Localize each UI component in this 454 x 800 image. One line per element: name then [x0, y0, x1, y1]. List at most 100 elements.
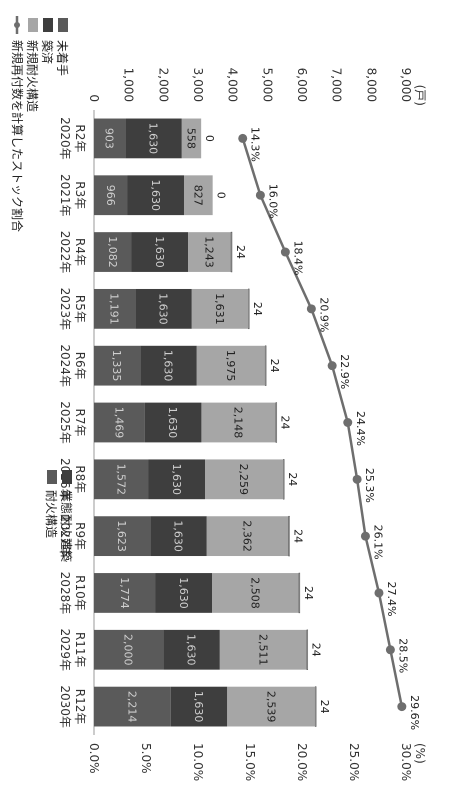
bar-segment-label: 1,630 [147, 123, 160, 155]
bar-segment-label: 2,508 [248, 577, 261, 609]
bar-segment-label: 0 [203, 135, 216, 142]
bar-segment-label: 24 [302, 586, 315, 600]
legend-point-marker [14, 22, 20, 28]
legend-swatch [28, 18, 38, 32]
bar-segment [93, 402, 145, 443]
line-point [280, 247, 290, 257]
bar-segment [298, 572, 301, 614]
bar-segment [314, 686, 317, 727]
bar-segment-label: 2,214 [125, 691, 138, 723]
right-axis-tick-label: 25.0% [347, 743, 361, 781]
bar-segment [248, 288, 250, 330]
line-point [397, 702, 407, 712]
right-axis-tick-label: 15.0% [243, 743, 257, 781]
right-axis-tick-label: 0.0% [87, 743, 101, 774]
bar-segment-label: 1,623 [115, 520, 128, 552]
right-axis-tick-label: 10.0% [191, 743, 205, 781]
bar-segment [135, 288, 192, 329]
bar-segment [170, 686, 228, 727]
legend-swatch [62, 470, 72, 484]
bar-segment [94, 516, 151, 557]
left-axis-unit: (戸) [413, 85, 427, 106]
bar-segment-label: 1,630 [157, 293, 170, 325]
category-label: R3年 [73, 181, 87, 209]
category-label: R9年 [73, 522, 87, 550]
line-point-label: 27.4% [385, 581, 398, 616]
legend-label: 業態耐火建築 [59, 490, 74, 562]
line-point [374, 588, 384, 598]
left-axis-tick-label: 6,000 [295, 68, 309, 102]
bar-segment [275, 402, 278, 443]
bar-segment [127, 175, 184, 216]
bar-segment-label: 1,630 [149, 179, 162, 211]
bar-segment-label: 1,082 [106, 236, 119, 268]
line-point [385, 645, 395, 655]
category-label: R12年 [73, 689, 87, 725]
bar-segment [188, 232, 232, 272]
bar-segment-label: 1,631 [213, 293, 226, 325]
bar-segment [150, 516, 207, 557]
bar-segment [205, 459, 284, 500]
line-point-label: 20.9% [317, 297, 330, 332]
bar-segment-label: 2,539 [264, 691, 277, 723]
bar-segment [201, 402, 276, 443]
bar-segment-label: 1,469 [112, 407, 125, 439]
line-point [306, 304, 316, 314]
line-point-label: 24.4% [354, 411, 367, 446]
legend-label: 未着手 [55, 40, 70, 76]
bar-segment-label: 1,774 [118, 577, 131, 609]
bar-segment [306, 629, 309, 670]
bar-segment [94, 686, 171, 727]
bar-segment [181, 118, 202, 159]
legend-label: 新規耐火構造 [25, 40, 40, 112]
line-point [352, 474, 362, 484]
bar-segment [144, 402, 202, 443]
bar-segment [94, 175, 128, 216]
bar-segment-label: 1,630 [185, 634, 198, 666]
bar-segment-label: 0 [215, 192, 228, 199]
category-label: R2年 [73, 124, 87, 152]
category-year-label: 2022年 [58, 231, 72, 274]
bar-segment [155, 573, 213, 613]
bar-segment [93, 288, 136, 329]
category-year-label: 2023年 [58, 288, 72, 331]
line-point [327, 361, 337, 371]
bar-segment-label: 2,000 [122, 634, 135, 666]
bar-segment-label: 24 [291, 529, 304, 543]
bar-segment [191, 288, 249, 329]
bar-segment-label: 1,630 [153, 236, 166, 268]
bar-segment-label: 2,511 [256, 634, 269, 666]
bar-segment [140, 345, 197, 386]
left-axis-tick-label: 8,000 [364, 68, 378, 102]
bar-segment [93, 118, 126, 159]
bar-segment-label: 1,335 [110, 350, 123, 382]
bar-segment [264, 345, 267, 386]
line-point-label: 26.1% [371, 525, 384, 560]
line-point-label: 22.9% [338, 354, 351, 389]
legend-label: 耐火構造 [44, 490, 58, 538]
bar-segment [283, 459, 285, 500]
bar-segment [163, 629, 220, 670]
category-label: R6年 [73, 352, 87, 380]
bar-segment [227, 686, 316, 727]
bar-segment-label: 24 [251, 302, 264, 316]
category-year-label: 2021年 [58, 174, 72, 217]
bar-segment-label: 827 [191, 185, 204, 206]
category-year-label: 2030年 [58, 685, 72, 728]
left-axis-tick-label: 2,000 [156, 68, 170, 102]
bar-segment-label: 903 [103, 128, 116, 149]
right-axis-tick-label: 20.0% [295, 743, 309, 781]
category-label: R10年 [73, 575, 87, 611]
bar-segment [94, 459, 149, 500]
bar-segment [94, 345, 141, 386]
bar-segment-label: 558 [184, 128, 197, 149]
legend-swatch [43, 18, 53, 32]
category-label: R8年 [73, 465, 87, 493]
line-point [360, 531, 370, 541]
bar-segment-label: 1,243 [203, 236, 216, 268]
left-axis-tick-label: 1,000 [122, 68, 136, 102]
bar-segment-label: 2,259 [237, 464, 250, 496]
bar-segment-label: 1,630 [177, 577, 190, 609]
